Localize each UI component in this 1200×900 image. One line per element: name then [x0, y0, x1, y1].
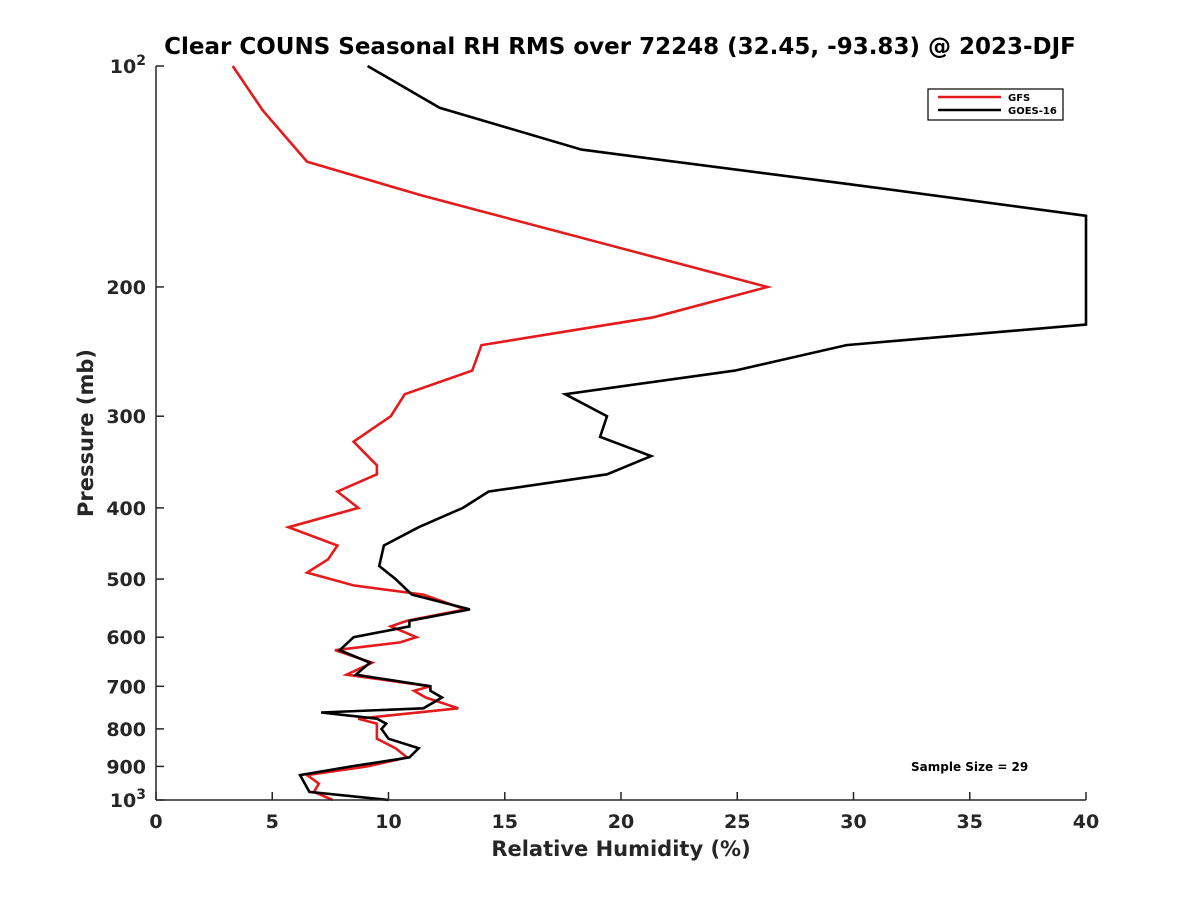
plot-area: 0 5 10 15 20 25 30 35 40 102 200 300 400 500 600 700 80… — [106, 53, 1099, 833]
x-ticks: 0 5 10 15 20 25 30 35 40 — [149, 792, 1099, 833]
y-tick-label: 700 — [106, 676, 146, 698]
legend-label-gfs: GFS — [1008, 93, 1030, 104]
y-tick-label: 200 — [106, 277, 146, 299]
sample-size-annotation: Sample Size = 29 — [911, 760, 1028, 774]
y-tick-label: 500 — [106, 569, 146, 591]
legend-box — [927, 88, 1064, 121]
x-tick-label: 0 — [149, 811, 162, 833]
legend-label-goes16: GOES-16 — [1008, 106, 1057, 117]
y-axis-label: Pressure (mb) — [74, 349, 98, 517]
x-tick-label: 10 — [375, 811, 401, 833]
x-tick-label: 5 — [266, 811, 279, 833]
y-tick-label: 300 — [106, 406, 146, 428]
y-tick-label: 400 — [106, 498, 146, 520]
x-tick-label: 35 — [957, 811, 983, 833]
y-tick-label: 600 — [106, 627, 146, 649]
y-tick-label: 800 — [106, 719, 146, 741]
y-tick-label: 900 — [106, 756, 146, 778]
x-axis-label: Relative Humidity (%) — [491, 837, 750, 861]
x-tick-label: 25 — [724, 811, 750, 833]
y-tick-label: 102 — [110, 53, 146, 78]
chart-title: Clear COUNS Seasonal RH RMS over 72248 (… — [164, 34, 1076, 60]
x-tick-label: 15 — [492, 811, 518, 833]
x-tick-label: 40 — [1073, 811, 1099, 833]
y-tick-label: 103 — [110, 787, 146, 812]
legend: GFS GOES-16 — [927, 88, 1064, 121]
y-ticks: 102 200 300 400 500 600 700 800 900 103 — [106, 53, 164, 812]
x-tick-label: 20 — [608, 811, 634, 833]
x-tick-label: 30 — [840, 811, 866, 833]
series-layer — [231, 64, 1088, 802]
series-line-goes16 — [298, 64, 1088, 802]
